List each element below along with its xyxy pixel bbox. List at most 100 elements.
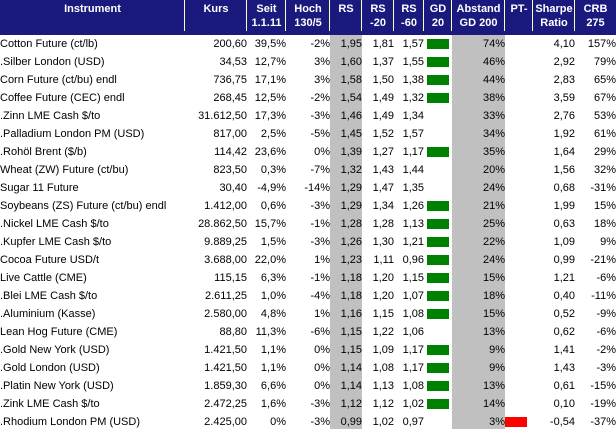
cell-gd20: [424, 233, 452, 251]
col-header-rs-60: RS -60: [394, 0, 424, 35]
cell-abstand: 14%: [452, 395, 505, 413]
table-row: Cocoa Future USD/t 3.688,00 22,0% 1% 1,23 1,1…: [0, 251, 616, 269]
cell-hoch: -3%: [310, 398, 330, 410]
cell-kurs: 1.859,30: [204, 380, 247, 392]
cell-sharpe: 0,62: [553, 326, 575, 338]
green-bar-icon: [427, 309, 449, 320]
cell-seit: 0,3%: [260, 164, 286, 176]
table-row: .Gold New York (USD) 1.421,50 1,1% 0% 1,15 1,…: [0, 341, 616, 359]
cell-hoch: -2%: [310, 92, 330, 104]
table-row: Cotton Future (ct/lb) 200,60 39,5% -2% 1,95 1…: [0, 35, 616, 53]
header-label: Sharpe: [535, 3, 573, 15]
cell-gd20: [424, 377, 452, 395]
cell-seit: 4,8%: [260, 308, 286, 320]
cell-kurs: 200,60: [213, 38, 247, 50]
cell-seit: 1,1%: [260, 344, 286, 356]
cell-gd20: [424, 251, 452, 269]
cell-rs: 1,32: [330, 161, 362, 179]
cell-sharpe: 0,99: [553, 254, 575, 266]
cell-sharpe: 0,63: [553, 218, 575, 230]
col-header-gd-20: GD 20: [424, 0, 452, 35]
cell-rs60: 1,06: [402, 326, 424, 338]
cell-hoch: -3%: [310, 416, 330, 428]
cell-abstand: 15%: [452, 305, 505, 323]
table-row: Soybeans (ZS) Future (ct/bu) endl 1.412,0…: [0, 197, 616, 215]
cell-hoch: -7%: [310, 164, 330, 176]
table-row: .Zink LME Cash $/to 2.472,25 1,6% -3% 1,12 1,…: [0, 395, 616, 413]
cell-sharpe: 0,68: [553, 182, 575, 194]
cell-instrument: .Blei LME Cash $/to: [0, 290, 98, 302]
cell-gd20: [424, 53, 452, 71]
table-row: Lean Hog Future (CME) 88,80 11,3% -6% 1,15 1,…: [0, 323, 616, 341]
cell-instrument: .Silber London (USD): [0, 56, 105, 68]
cell-abstand: 46%: [452, 53, 505, 71]
cell-rs60: 1,13: [402, 218, 424, 230]
cell-rs: 1,39: [330, 143, 362, 161]
cell-abstand: 25%: [452, 215, 505, 233]
col-header-rs-20: RS -20: [362, 0, 394, 35]
cell-rs20: 1,52: [372, 128, 394, 140]
cell-rs20: 1,27: [372, 146, 394, 158]
table-row: Live Cattle (CME) 115,15 6,3% -1% 1,18 1,20 1,…: [0, 269, 616, 287]
cell-seit: 11,3%: [255, 326, 286, 338]
cell-crb: 18%: [593, 218, 616, 230]
cell-rs60: 1,08: [402, 308, 424, 320]
cell-rs60: 1,38: [402, 74, 424, 86]
cell-sharpe: 1,99: [553, 200, 575, 212]
cell-hoch: 1%: [314, 254, 330, 266]
header-label: RS: [370, 3, 386, 15]
cell-hoch: -2%: [310, 38, 330, 50]
cell-gd20: [424, 197, 452, 215]
cell-pt: [505, 53, 533, 71]
cell-crb: -37%: [590, 416, 616, 428]
cell-instrument: .Aluminium (Kasse): [0, 308, 96, 320]
cell-hoch: -1%: [310, 272, 330, 284]
header-label: Instrument: [64, 3, 121, 15]
cell-abstand: 20%: [452, 161, 505, 179]
header-label: GD: [429, 3, 447, 15]
cell-hoch: 0%: [314, 146, 330, 158]
col-header-instrument: Instrument: [0, 0, 185, 35]
cell-instrument: .Gold London (USD): [0, 362, 100, 374]
cell-gd20: [424, 323, 452, 341]
green-bar-icon: [427, 39, 449, 50]
cell-seit: 0,6%: [260, 200, 286, 212]
cell-rs: 1,29: [330, 179, 362, 197]
table-row: .Aluminium (Kasse) 2.580,00 4,8% 1% 1,16 1,15…: [0, 305, 616, 323]
cell-crb: -3%: [596, 362, 616, 374]
cell-rs20: 1,11: [373, 254, 394, 266]
cell-gd20: [424, 215, 452, 233]
cell-pt: [505, 341, 533, 359]
cell-rs20: 1,49: [372, 110, 394, 122]
cell-instrument: .Nickel LME Cash $/to: [0, 218, 109, 230]
cell-sharpe: 1,92: [553, 128, 575, 140]
cell-abstand: 13%: [452, 323, 505, 341]
green-bar-icon: [427, 345, 449, 356]
cell-abstand: 74%: [452, 35, 505, 53]
cell-rs60: 1,07: [402, 290, 424, 302]
header-label: Seit: [256, 3, 277, 15]
cell-crb: 157%: [587, 38, 616, 50]
cell-crb: 67%: [593, 92, 616, 104]
cell-gd20: [424, 359, 452, 377]
cell-rs60: 1,17: [402, 344, 424, 356]
cell-abstand: 38%: [452, 89, 505, 107]
cell-instrument: .Zinn LME Cash $/to: [0, 110, 101, 122]
cell-instrument: .Palladium London PM (USD): [0, 128, 145, 140]
cell-abstand: 34%: [452, 125, 505, 143]
cell-kurs: 2.580,00: [204, 308, 247, 320]
table-header: Instrument Kurs Seit 1.1.11 Hoch 130/5 RS …: [0, 0, 616, 35]
cell-hoch: -1%: [310, 218, 330, 230]
green-bar-icon: [427, 237, 449, 248]
cell-gd20: [424, 305, 452, 323]
cell-pt: [505, 89, 533, 107]
cell-rs: 1,46: [330, 107, 362, 125]
cell-abstand: 13%: [452, 377, 505, 395]
cell-kurs: 34,53: [219, 56, 247, 68]
cell-pt: [505, 179, 533, 197]
cell-rs: 1,29: [330, 197, 362, 215]
cell-instrument: Corn Future (ct/bu) endl: [0, 74, 117, 86]
cell-kurs: 2.425,00: [204, 416, 247, 428]
table-row: Sugar 11 Future 30,40 -4,9% -14% 1,29 1,47 1,3…: [0, 179, 616, 197]
cell-rs: 1,58: [330, 71, 362, 89]
